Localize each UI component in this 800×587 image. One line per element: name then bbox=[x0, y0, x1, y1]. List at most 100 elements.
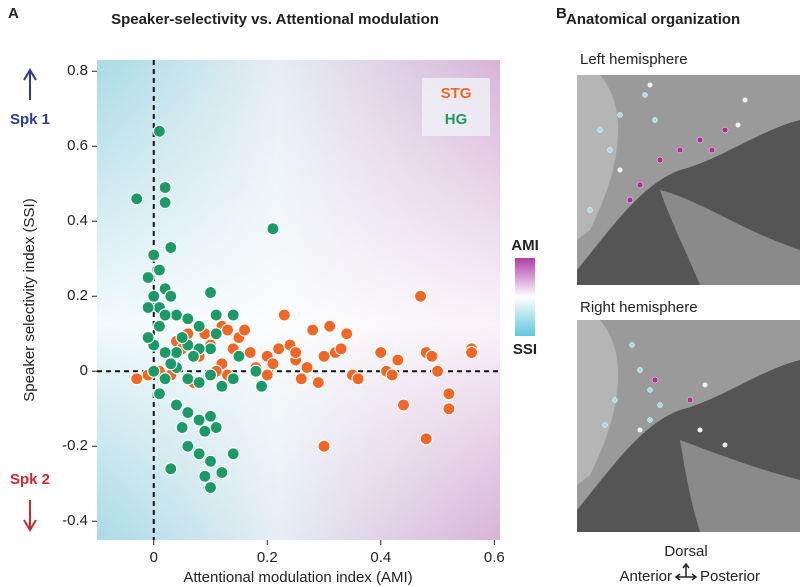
point bbox=[294, 372, 308, 386]
point bbox=[374, 345, 388, 360]
x-tick-label: 0.2 bbox=[257, 549, 278, 566]
colorbar bbox=[515, 258, 535, 336]
y-tick-label: 0.2 bbox=[67, 287, 88, 304]
point bbox=[255, 379, 269, 393]
point bbox=[300, 360, 314, 375]
point bbox=[152, 263, 167, 277]
point bbox=[465, 345, 479, 360]
point bbox=[164, 240, 178, 255]
arrow-down bbox=[23, 500, 37, 532]
point bbox=[186, 349, 201, 363]
y-tick-label: -0.4 bbox=[62, 512, 88, 529]
point bbox=[158, 372, 172, 386]
point bbox=[385, 368, 399, 382]
x-tick-label: 0.4 bbox=[370, 549, 391, 566]
point bbox=[198, 424, 212, 438]
y-tick-label: 0.6 bbox=[67, 137, 88, 154]
legend-box bbox=[422, 78, 490, 136]
panel-label: A bbox=[8, 5, 19, 22]
point bbox=[203, 409, 218, 423]
point bbox=[152, 319, 167, 333]
point bbox=[152, 387, 167, 401]
brain-label: Right hemisphere bbox=[580, 299, 698, 316]
compass-label: Anterior bbox=[619, 568, 672, 585]
point bbox=[317, 439, 331, 453]
point bbox=[198, 469, 212, 483]
point bbox=[158, 180, 172, 195]
point bbox=[141, 270, 155, 285]
point bbox=[311, 375, 325, 390]
brain-right bbox=[577, 320, 800, 532]
arrow-up bbox=[23, 68, 37, 100]
point bbox=[220, 323, 235, 337]
point bbox=[209, 308, 223, 322]
y-axis-label: Speaker selectivity index (SSI) bbox=[21, 198, 38, 401]
point bbox=[141, 300, 155, 315]
point bbox=[317, 349, 331, 363]
point bbox=[164, 289, 178, 303]
point bbox=[192, 375, 206, 390]
point bbox=[147, 364, 161, 378]
point bbox=[442, 387, 456, 401]
point bbox=[237, 323, 252, 337]
point bbox=[334, 342, 348, 356]
colorbar-label: AMI bbox=[511, 237, 539, 254]
point bbox=[181, 312, 195, 326]
point bbox=[203, 285, 218, 300]
point bbox=[396, 398, 411, 412]
point bbox=[340, 327, 354, 341]
point bbox=[164, 462, 178, 476]
point bbox=[209, 327, 223, 341]
annotation: Spk 1 bbox=[10, 111, 50, 128]
y-tick-label: 0.8 bbox=[67, 62, 88, 79]
annotation: Spk 2 bbox=[10, 471, 50, 488]
legend-label: HG bbox=[445, 111, 468, 128]
point bbox=[215, 379, 229, 393]
compass-label: Posterior bbox=[700, 568, 760, 585]
point bbox=[306, 323, 320, 337]
plot-background bbox=[97, 60, 500, 540]
compass bbox=[674, 562, 698, 581]
point bbox=[192, 413, 206, 427]
point bbox=[266, 222, 280, 236]
point bbox=[130, 192, 144, 206]
point bbox=[249, 364, 263, 378]
point bbox=[169, 345, 184, 360]
panel-title: Anatomical organization bbox=[566, 11, 740, 28]
colorbar-label: SSI bbox=[513, 341, 537, 358]
point bbox=[158, 195, 172, 210]
point bbox=[289, 345, 303, 360]
point bbox=[158, 308, 172, 322]
panel-label: B bbox=[556, 5, 567, 22]
point bbox=[419, 432, 433, 446]
point bbox=[181, 372, 195, 386]
point bbox=[164, 357, 178, 371]
point bbox=[147, 248, 161, 262]
brain-label: Left hemisphere bbox=[580, 51, 688, 68]
point bbox=[323, 319, 337, 333]
point bbox=[277, 308, 291, 322]
point bbox=[260, 368, 274, 382]
point bbox=[430, 364, 445, 378]
point bbox=[209, 420, 223, 435]
point bbox=[351, 372, 365, 386]
y-tick-label: 0 bbox=[80, 362, 88, 379]
point bbox=[147, 289, 161, 303]
point bbox=[141, 330, 155, 345]
point bbox=[203, 480, 218, 495]
point bbox=[181, 439, 195, 453]
x-tick-label: 0 bbox=[150, 549, 158, 566]
point bbox=[192, 319, 206, 333]
brain-left bbox=[577, 75, 800, 285]
point bbox=[425, 349, 439, 363]
point bbox=[203, 342, 218, 356]
point bbox=[272, 342, 286, 356]
point bbox=[175, 420, 189, 435]
point bbox=[226, 308, 240, 322]
point bbox=[175, 330, 189, 345]
point bbox=[203, 368, 218, 382]
point bbox=[169, 398, 184, 412]
point bbox=[130, 372, 144, 386]
point bbox=[226, 372, 240, 386]
point bbox=[203, 454, 218, 468]
